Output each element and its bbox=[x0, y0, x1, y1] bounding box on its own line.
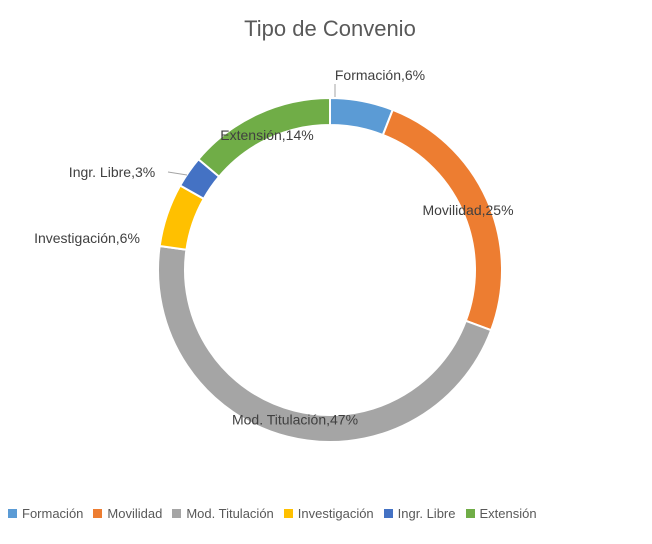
data-label: Formación,6% bbox=[334, 67, 426, 83]
legend-label: Investigación bbox=[297, 506, 374, 521]
slices bbox=[157, 96, 503, 443]
legend-swatch bbox=[383, 509, 393, 518]
data-label: Ingr. Libre,3% bbox=[68, 164, 156, 180]
legend-swatch bbox=[8, 509, 17, 518]
chart-title: Tipo de Convenio bbox=[244, 16, 416, 41]
donut-slice bbox=[381, 108, 503, 332]
legend-item: Mod. Titulación bbox=[172, 502, 274, 525]
donut-slice bbox=[329, 96, 395, 137]
legend-item: Ingr. Libre bbox=[383, 502, 456, 525]
legend-label: Ingr. Libre bbox=[397, 506, 456, 521]
legend-swatch bbox=[283, 509, 293, 518]
legend-label: Mod. Titulación bbox=[186, 506, 274, 521]
legend-swatch bbox=[465, 509, 475, 518]
donut-slice bbox=[197, 96, 331, 179]
legend-label: Extensión bbox=[479, 506, 537, 521]
legend-swatch bbox=[172, 509, 182, 518]
legend-label: Formación bbox=[22, 506, 84, 521]
legend-label: Movilidad bbox=[107, 506, 163, 521]
legend-item: Extensión bbox=[465, 502, 537, 525]
data-label: Mod. Titulación,47% bbox=[231, 411, 359, 428]
data-label: Extensión,14% bbox=[220, 127, 314, 143]
data-label: Movilidad,25% bbox=[422, 202, 514, 218]
legend-item: Formación bbox=[8, 502, 83, 525]
data-label: Investigación,6% bbox=[34, 230, 140, 246]
legend: Formación Movilidad Mod. Titulación Investi… bbox=[8, 502, 648, 525]
leader-line bbox=[167, 171, 188, 176]
legend-item: Investigación bbox=[283, 502, 374, 525]
legend-swatch bbox=[93, 509, 103, 518]
legend-item: Movilidad bbox=[93, 502, 162, 525]
